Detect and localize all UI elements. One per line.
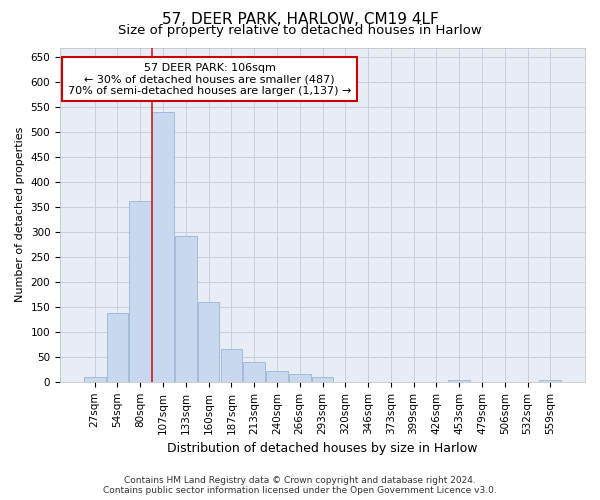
Bar (266, 371, 288, 382)
Bar (221, 350, 242, 382)
Bar (84, 377, 106, 382)
Y-axis label: Number of detached properties: Number of detached properties (15, 127, 25, 302)
Text: Size of property relative to detached houses in Harlow: Size of property relative to detached ho… (118, 24, 482, 37)
Bar (244, 362, 265, 382)
Bar (311, 377, 334, 382)
Bar (289, 374, 311, 382)
Bar (448, 380, 470, 382)
Bar (539, 380, 561, 382)
Bar (152, 112, 174, 382)
Bar (198, 302, 220, 382)
Text: Contains HM Land Registry data © Crown copyright and database right 2024.
Contai: Contains HM Land Registry data © Crown c… (103, 476, 497, 495)
X-axis label: Distribution of detached houses by size in Harlow: Distribution of detached houses by size … (167, 442, 478, 455)
Bar (130, 201, 151, 382)
Bar (107, 314, 128, 382)
Bar (175, 236, 197, 382)
Text: 57, DEER PARK, HARLOW, CM19 4LF: 57, DEER PARK, HARLOW, CM19 4LF (161, 12, 439, 28)
Text: 57 DEER PARK: 106sqm
← 30% of detached houses are smaller (487)
70% of semi-deta: 57 DEER PARK: 106sqm ← 30% of detached h… (68, 62, 352, 96)
